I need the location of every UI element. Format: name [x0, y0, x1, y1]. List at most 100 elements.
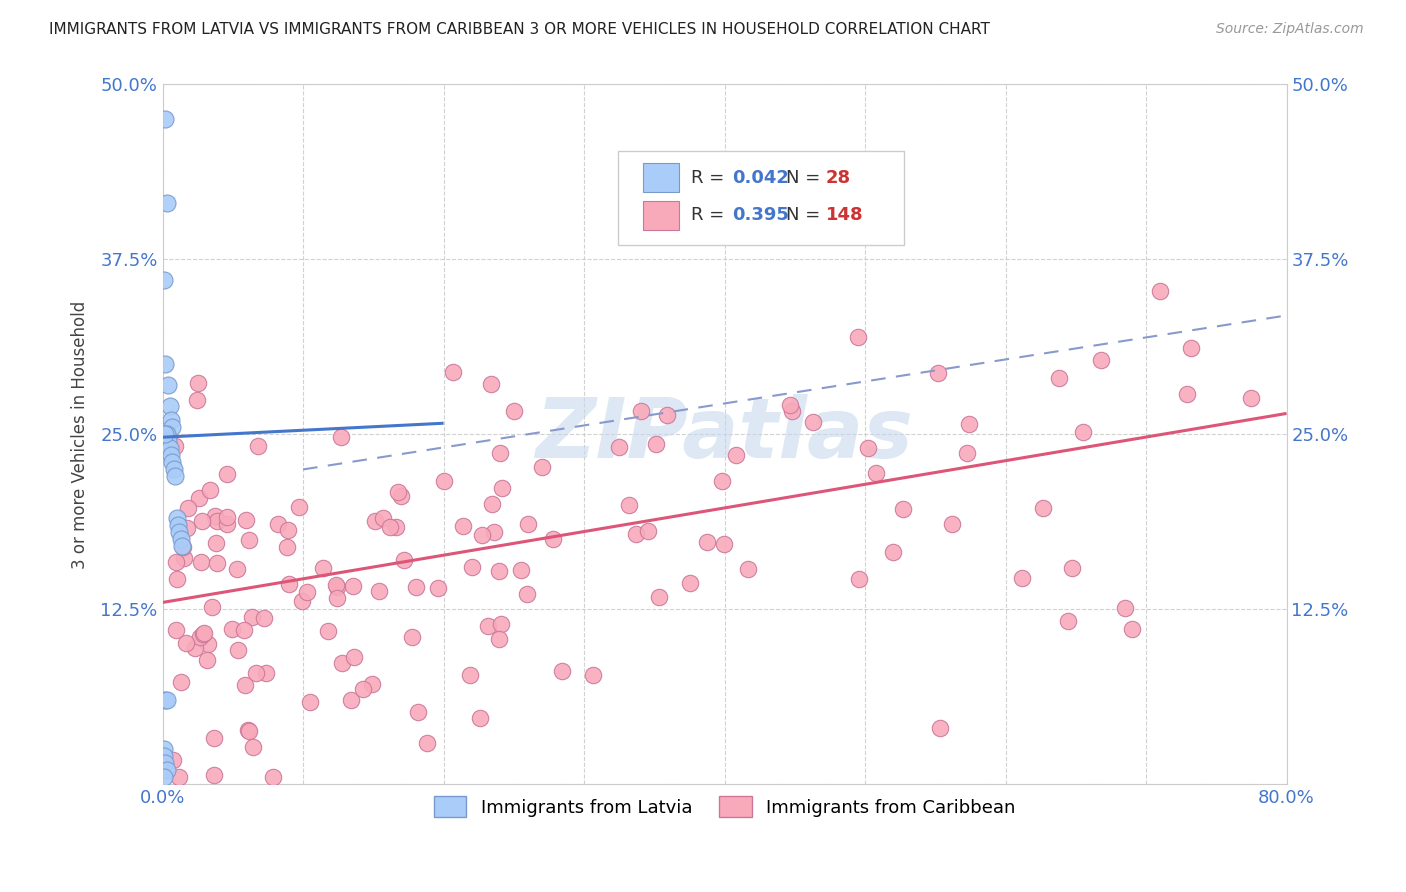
Point: [856, 441, 879, 455]
Point: [713, 537, 735, 551]
Point: [502, 404, 524, 418]
Point: [848, 329, 870, 343]
Point: [433, 474, 456, 488]
Point: [159, 400, 181, 414]
Point: [491, 616, 513, 631]
Point: [162, 420, 184, 434]
Point: [865, 466, 887, 480]
Point: [326, 591, 349, 606]
Point: [955, 446, 977, 460]
Text: ZIPatlas: ZIPatlas: [536, 394, 914, 475]
Point: [233, 624, 256, 638]
Point: [165, 623, 187, 637]
Point: [188, 491, 211, 505]
Point: [1180, 342, 1202, 356]
Point: [226, 562, 249, 576]
Point: [416, 736, 439, 750]
Point: [217, 516, 239, 531]
Point: [468, 710, 491, 724]
Point: [162, 752, 184, 766]
Point: [155, 693, 177, 707]
Point: [253, 611, 276, 625]
Point: [488, 632, 510, 646]
Point: [801, 415, 824, 429]
Point: [330, 656, 353, 670]
Point: [330, 430, 353, 444]
Point: [205, 557, 228, 571]
Text: R =: R =: [690, 206, 730, 224]
Point: [619, 498, 641, 512]
Point: [458, 668, 481, 682]
Point: [1011, 571, 1033, 585]
Point: [201, 600, 224, 615]
Point: [193, 625, 215, 640]
Point: [155, 756, 177, 771]
Point: [156, 693, 179, 707]
Point: [238, 723, 260, 738]
Point: [173, 550, 195, 565]
Point: [479, 377, 502, 392]
Point: [1114, 600, 1136, 615]
Point: [385, 520, 408, 534]
Point: [166, 511, 188, 525]
Point: [190, 630, 212, 644]
Point: [405, 580, 427, 594]
Text: 148: 148: [825, 206, 863, 224]
Point: [367, 584, 389, 599]
Point: [1032, 500, 1054, 515]
Point: [172, 540, 194, 554]
Point: [401, 630, 423, 644]
Point: [240, 609, 263, 624]
Point: [1240, 391, 1263, 405]
Bar: [643, 201, 679, 230]
Point: [630, 404, 652, 418]
Point: [352, 681, 374, 696]
Point: [1121, 622, 1143, 636]
Point: [226, 643, 249, 657]
Text: N =: N =: [786, 206, 827, 224]
Point: [277, 523, 299, 537]
Point: [157, 378, 180, 392]
Point: [159, 442, 181, 456]
Point: [153, 742, 176, 756]
Point: [238, 724, 260, 739]
Point: [276, 541, 298, 555]
Point: [155, 427, 177, 442]
Point: [295, 585, 318, 599]
Point: [157, 434, 180, 449]
Point: [246, 439, 269, 453]
Point: [710, 475, 733, 489]
Point: [238, 533, 260, 547]
Point: [461, 560, 484, 574]
Point: [929, 721, 952, 735]
Point: [242, 739, 264, 754]
Point: [197, 637, 219, 651]
Point: [174, 636, 197, 650]
Point: [207, 514, 229, 528]
FancyBboxPatch shape: [617, 151, 904, 245]
Point: [312, 561, 335, 575]
Point: [941, 516, 963, 531]
Point: [451, 519, 474, 533]
Point: [607, 440, 630, 454]
Point: [725, 449, 748, 463]
Text: Source: ZipAtlas.com: Source: ZipAtlas.com: [1216, 22, 1364, 37]
Point: [488, 564, 510, 578]
Point: [657, 408, 679, 422]
Point: [162, 455, 184, 469]
Point: [343, 650, 366, 665]
Point: [491, 481, 513, 495]
Point: [169, 525, 191, 540]
Point: [637, 524, 659, 538]
Point: [187, 376, 209, 391]
Point: [165, 555, 187, 569]
Point: [1047, 371, 1070, 385]
Text: R =: R =: [690, 169, 730, 186]
Text: IMMIGRANTS FROM LATVIA VS IMMIGRANTS FROM CARIBBEAN 3 OR MORE VEHICLES IN HOUSEH: IMMIGRANTS FROM LATVIA VS IMMIGRANTS FRO…: [49, 22, 990, 37]
Point: [737, 561, 759, 575]
Point: [278, 576, 301, 591]
Point: [235, 513, 257, 527]
Point: [153, 771, 176, 785]
Point: [191, 627, 214, 641]
Legend: Immigrants from Latvia, Immigrants from Caribbean: Immigrants from Latvia, Immigrants from …: [426, 789, 1022, 824]
